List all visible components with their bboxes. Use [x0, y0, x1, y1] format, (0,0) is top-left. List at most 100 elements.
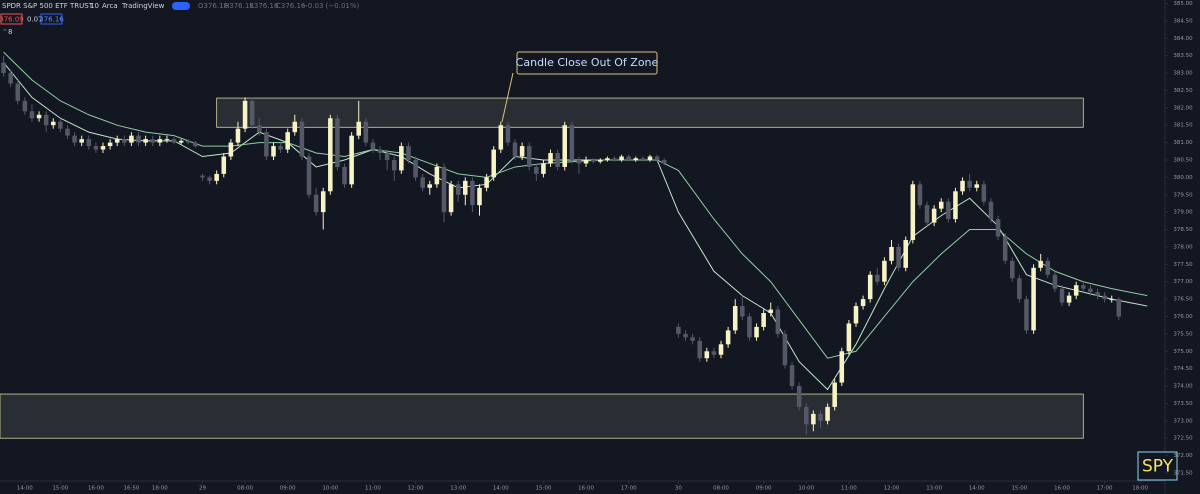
- candle-body: [1102, 295, 1107, 300]
- candle-body: [171, 139, 177, 143]
- x-tick-label: 17:00: [1097, 486, 1113, 492]
- candle-body: [782, 333, 788, 366]
- candle-body: [1017, 278, 1022, 300]
- y-tick-label: 371.50: [1173, 471, 1193, 477]
- plot-area: [0, 51, 1148, 439]
- candle-body: [335, 118, 340, 167]
- x-tick-label: 17:00: [621, 486, 637, 492]
- flag-icon[interactable]: [172, 2, 190, 10]
- x-tick-label: 09:00: [280, 486, 296, 492]
- candle-body: [846, 323, 852, 352]
- candle-body: [86, 139, 92, 147]
- candle-body: [1031, 267, 1036, 331]
- candle-body: [889, 246, 894, 261]
- bid-box[interactable]: [0, 13, 23, 25]
- y-tick-label: 381.00: [1173, 140, 1193, 146]
- ask-box[interactable]: [40, 13, 63, 25]
- candle-body: [974, 184, 980, 188]
- candle-body: [299, 121, 305, 157]
- candle-body: [1002, 236, 1008, 261]
- candle-body: [448, 184, 454, 213]
- ohlc-open: O376.18: [198, 2, 228, 10]
- candle-body: [264, 132, 269, 157]
- y-tick-label: 373.50: [1173, 401, 1193, 407]
- candle-body: [853, 306, 859, 324]
- candle-body: [107, 142, 113, 147]
- interval: 10: [90, 2, 99, 10]
- ohlc-close: C376.16: [276, 2, 306, 10]
- x-tick-label: 18:00: [152, 486, 168, 492]
- candle-body: [79, 139, 84, 143]
- candle-body: [122, 139, 127, 143]
- candle-body: [51, 121, 56, 126]
- y-tick-label: 380.00: [1173, 175, 1193, 181]
- y-tick-label: 376.50: [1173, 297, 1193, 303]
- candle-body: [349, 135, 354, 185]
- candle-body: [924, 205, 930, 223]
- zone: [216, 97, 1084, 128]
- y-tick-label: 382.00: [1173, 105, 1193, 111]
- candle-body: [541, 163, 546, 174]
- y-tick-label: 384.00: [1173, 36, 1193, 42]
- ohlc-high: H376.18: [224, 2, 254, 10]
- indicators-toggle[interactable]: ⌃: [2, 28, 8, 36]
- candle-body: [1038, 260, 1043, 268]
- candle-body: [690, 337, 695, 341]
- candle-body: [910, 184, 916, 240]
- x-tick-label: 09:00: [756, 486, 772, 492]
- y-tick-label: 377.00: [1173, 279, 1193, 285]
- candle-body: [931, 208, 937, 223]
- candle-body: [342, 166, 347, 185]
- candle-body: [917, 184, 923, 206]
- candle-body: [605, 158, 610, 160]
- y-tick-label: 381.50: [1173, 123, 1193, 129]
- y-tick-label: 383.50: [1173, 53, 1193, 59]
- candle-body: [505, 125, 511, 143]
- candle-body: [1052, 274, 1058, 289]
- candle-body: [718, 344, 724, 355]
- y-tick-label: 385.00: [1173, 1, 1193, 7]
- candle-body: [328, 118, 333, 192]
- annotation-box: [516, 51, 658, 75]
- candle-body: [356, 121, 362, 136]
- ask-price: 376.16: [39, 16, 64, 24]
- candle-body: [988, 201, 994, 220]
- x-tick-label: 18:00: [1132, 486, 1148, 492]
- ohlc-change: −0.03 (−0.01%): [302, 2, 360, 10]
- x-tick-label: 16:00: [1054, 486, 1070, 492]
- candle-body: [455, 184, 461, 195]
- candle-body: [320, 191, 326, 213]
- spread: 0.07: [27, 16, 43, 24]
- candle-body: [249, 100, 255, 126]
- candle-body: [391, 159, 397, 171]
- x-tick-label: 16:50: [123, 486, 139, 492]
- x-tick-label: 10:00: [322, 486, 338, 492]
- candle-body: [697, 340, 702, 359]
- x-tick-label: 12:00: [884, 486, 900, 492]
- candle-body: [65, 128, 70, 136]
- candle-body: [58, 121, 63, 129]
- zone: [0, 393, 1084, 439]
- x-tick-label: 29: [199, 486, 206, 492]
- candle-body: [512, 142, 518, 157]
- candle-body: [612, 158, 617, 160]
- candle-body: [470, 180, 475, 206]
- candle-body: [257, 125, 262, 133]
- candle-body: [1009, 260, 1015, 279]
- candle-body: [363, 121, 369, 143]
- x-tick-label: 15:00: [1011, 486, 1027, 492]
- candle-body: [946, 201, 951, 220]
- candle-body: [1081, 285, 1086, 289]
- candle-body: [519, 146, 525, 157]
- candle-body: [36, 114, 42, 119]
- y-tick-label: 374.50: [1173, 366, 1193, 372]
- candle-body: [377, 149, 383, 154]
- candle-body: [129, 135, 134, 143]
- y-tick-label: 373.00: [1173, 418, 1193, 424]
- y-tick-label: 374.00: [1173, 384, 1193, 390]
- candle-body: [93, 146, 99, 150]
- candle-body: [228, 142, 234, 157]
- x-tick-label: 08:00: [713, 486, 729, 492]
